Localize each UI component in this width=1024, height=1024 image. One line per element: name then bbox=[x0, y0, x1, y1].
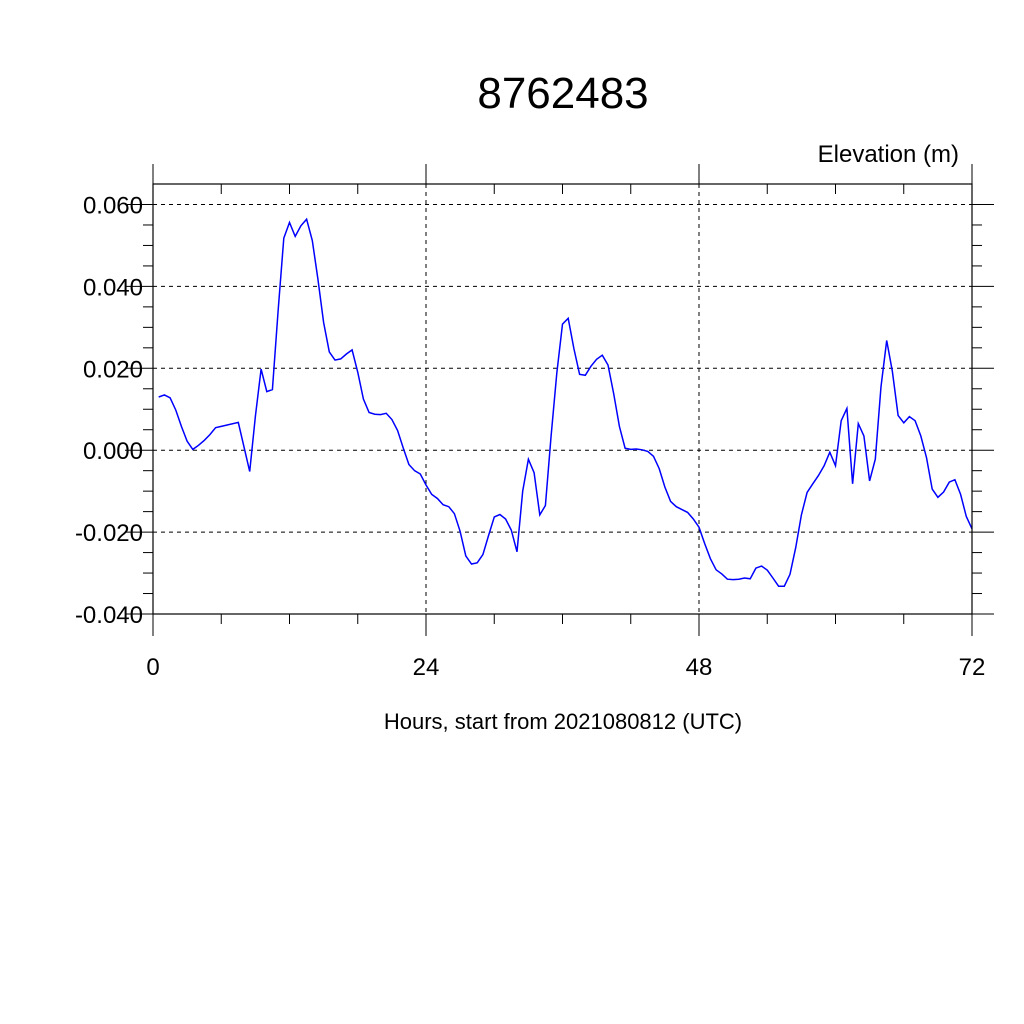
x-tick-label: 0 bbox=[146, 654, 159, 681]
y-tick-label: 0.020 bbox=[83, 356, 143, 383]
y-tick-labels: -0.040 -0.020 0.000 0.020 0.040 0.060 bbox=[75, 193, 143, 630]
series-layer bbox=[158, 217, 973, 587]
x-tick-label: 48 bbox=[686, 654, 713, 681]
grid-lines bbox=[152, 184, 973, 615]
axis-ticks bbox=[125, 164, 994, 636]
y-tick-label: 0.060 bbox=[83, 193, 143, 220]
chart-title: 8762483 bbox=[477, 69, 648, 118]
y-tick-label: 0.040 bbox=[83, 274, 143, 301]
y-tick-label: -0.040 bbox=[75, 602, 143, 629]
chart-subtitle: Elevation (m) bbox=[818, 141, 959, 168]
y-tick-label: -0.020 bbox=[75, 520, 143, 547]
x-tick-label: 24 bbox=[413, 654, 440, 681]
x-tick-labels: 0 24 48 72 bbox=[146, 654, 985, 681]
x-axis-label: Hours, start from 2021080812 (UTC) bbox=[384, 709, 742, 734]
series-line bbox=[158, 217, 973, 587]
x-tick-label: 72 bbox=[959, 654, 986, 681]
plot-frame bbox=[152, 183, 973, 615]
y-tick-label: 0.000 bbox=[83, 438, 143, 465]
